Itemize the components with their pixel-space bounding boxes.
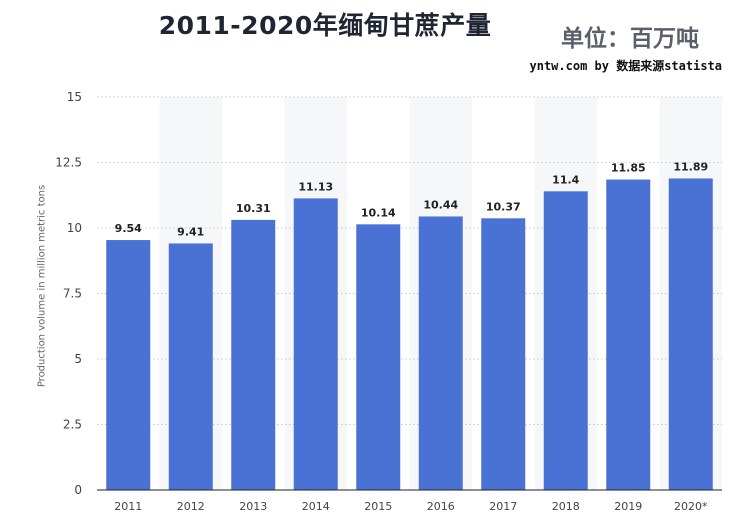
source-credit: yntw.com by 数据来源statista xyxy=(529,59,723,73)
data-label: 9.54 xyxy=(115,222,142,235)
bar xyxy=(668,178,713,490)
x-tick-label: 2020* xyxy=(674,500,708,513)
data-label: 11.13 xyxy=(298,180,333,193)
data-label: 10.37 xyxy=(486,200,521,213)
y-tick-label: 15 xyxy=(67,90,82,104)
bar xyxy=(418,216,463,491)
x-tick-label: 2019 xyxy=(614,500,642,513)
bar xyxy=(481,218,526,490)
x-tick-label: 2013 xyxy=(239,500,267,513)
bar xyxy=(293,198,338,491)
x-tick-label: 2014 xyxy=(302,500,330,513)
bar xyxy=(106,240,151,490)
page-title: 2011-2020年缅甸甘蔗产量 xyxy=(158,11,492,40)
x-tick-label: 2011 xyxy=(114,500,142,513)
bar xyxy=(356,224,401,490)
data-label: 11.85 xyxy=(611,162,646,175)
data-label: 11.4 xyxy=(552,173,579,186)
y-tick-label: 2.5 xyxy=(63,418,82,432)
y-tick-label: 0 xyxy=(74,483,82,497)
bar xyxy=(168,243,213,490)
x-tick-label: 2016 xyxy=(427,500,455,513)
bar xyxy=(606,179,651,490)
bar xyxy=(231,219,276,491)
data-label: 9.41 xyxy=(177,225,204,238)
data-label: 10.31 xyxy=(236,202,271,215)
y-tick-label: 12.5 xyxy=(55,156,82,170)
x-tick-label: 2015 xyxy=(364,500,392,513)
unit-label: 单位：百万吨 xyxy=(561,26,699,52)
bar xyxy=(543,191,588,490)
y-tick-label: 7.5 xyxy=(63,287,82,301)
data-label: 10.44 xyxy=(423,198,458,211)
x-tick-label: 2017 xyxy=(489,500,517,513)
y-tick-label: 10 xyxy=(67,221,82,235)
x-tick-label: 2018 xyxy=(552,500,580,513)
x-tick-label: 2012 xyxy=(177,500,205,513)
data-label: 11.89 xyxy=(673,160,708,173)
data-label: 10.14 xyxy=(361,206,396,219)
y-tick-label: 5 xyxy=(74,352,82,366)
